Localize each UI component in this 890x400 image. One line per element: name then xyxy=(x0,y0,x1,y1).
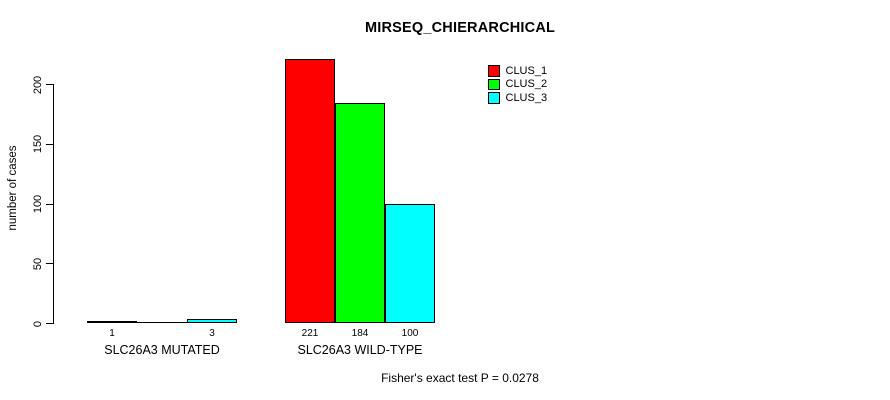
legend: CLUS_1 CLUS_2 CLUS_3 xyxy=(488,64,547,105)
bar-value-label: 221 xyxy=(301,328,319,339)
bar-value-label: 3 xyxy=(209,328,215,339)
y-axis-line xyxy=(53,84,55,325)
bar-clus_3-group1 xyxy=(187,319,237,323)
fisher-test-annotation: Fisher's exact test P = 0.0278 xyxy=(381,371,539,385)
y-axis-tick-label: 50 xyxy=(32,257,44,270)
legend-label: CLUS_2 xyxy=(505,78,548,91)
bar-value-label: 100 xyxy=(401,328,419,339)
bar-value-label: 1 xyxy=(109,328,115,339)
legend-swatch-clus_3 xyxy=(488,92,500,104)
legend-item-clus_1: CLUS_1 xyxy=(488,64,547,78)
bar-clus_1-group2 xyxy=(285,58,335,323)
legend-item-clus_2: CLUS_2 xyxy=(488,78,547,92)
chart-title: MIRSEQ_CHIERARCHICAL xyxy=(364,20,556,36)
bar-value-label: 184 xyxy=(351,328,369,339)
x-axis-group-label: SLC26A3 MUTATED xyxy=(104,343,220,357)
y-axis-tick xyxy=(46,84,53,86)
bar-clus_3-group2 xyxy=(385,203,435,323)
legend-item-clus_3: CLUS_3 xyxy=(488,91,547,105)
legend-swatch-clus_1 xyxy=(488,65,500,77)
y-axis-tick xyxy=(46,203,53,205)
legend-swatch-clus_2 xyxy=(488,78,500,90)
bar-clus_1-group1 xyxy=(87,320,137,323)
y-axis-tick-label: 100 xyxy=(32,194,44,214)
bar-clus_2-group2 xyxy=(335,103,385,323)
legend-label: CLUS_1 xyxy=(505,64,548,77)
y-axis-tick xyxy=(46,263,53,265)
legend-label: CLUS_3 xyxy=(505,91,548,104)
x-axis-group-label: SLC26A3 WILD-TYPE xyxy=(297,343,423,357)
y-axis-tick-label: 0 xyxy=(32,320,44,327)
bar-clus_2-group1-zero xyxy=(137,322,187,324)
y-axis-tick-label: 200 xyxy=(32,75,44,94)
y-axis-title: number of cases xyxy=(7,145,19,231)
y-axis-tick xyxy=(46,143,53,145)
y-axis-tick xyxy=(46,323,53,325)
y-axis-tick-label: 150 xyxy=(32,135,44,154)
